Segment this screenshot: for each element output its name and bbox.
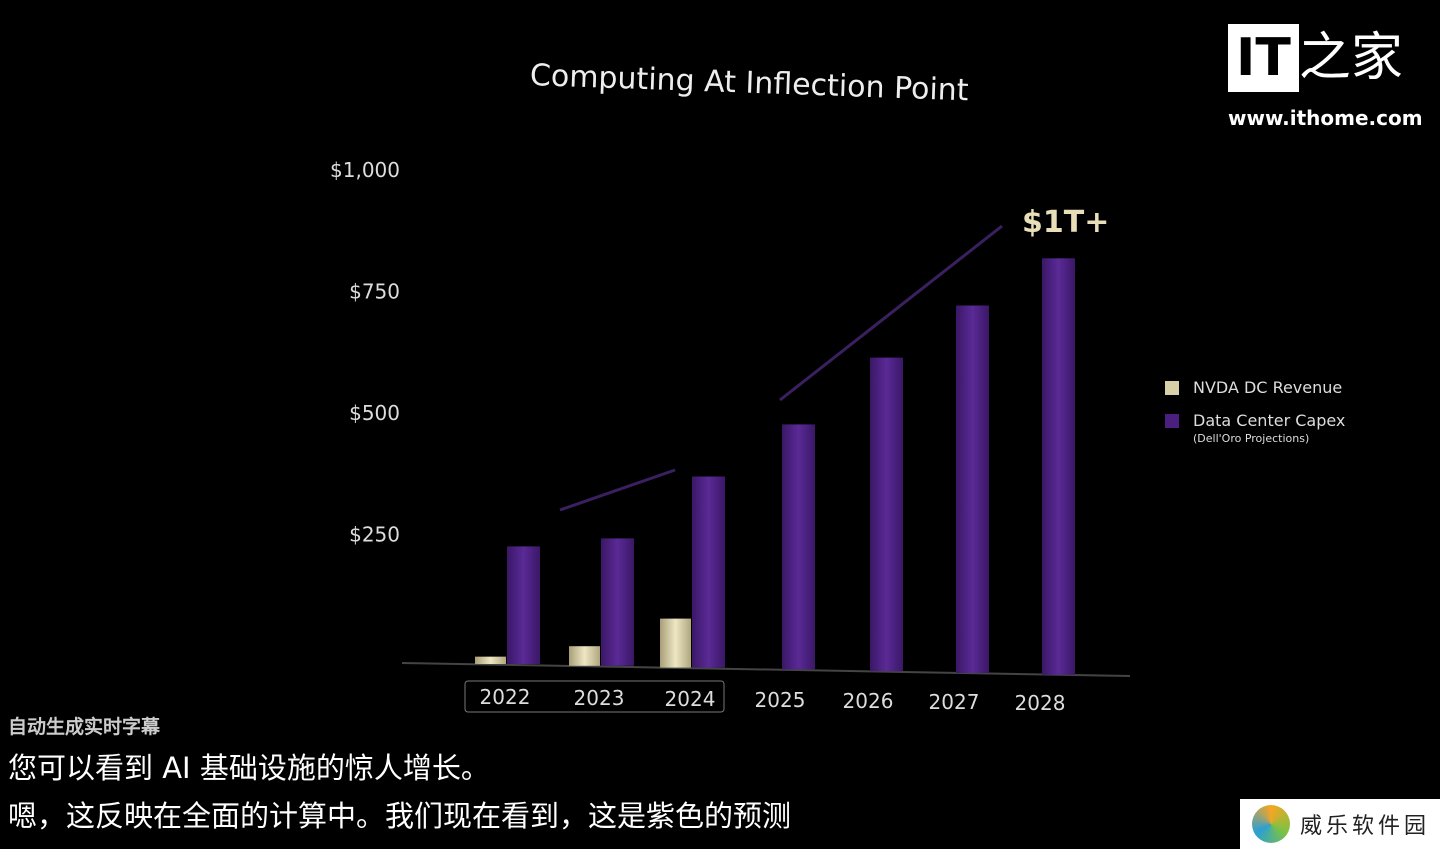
bar-capex-2025 [782,424,815,670]
legend: NVDA DC Revenue Data Center Capex (Dell'… [1165,378,1345,445]
x-tick-label: 2024 [665,687,716,711]
y-tick-label: $500 [349,401,400,425]
watermark-text: 威乐软件园 [1300,814,1431,839]
bar-revenue-2022 [475,656,506,664]
subtitle-line-1: 您可以看到 AI 基础设施的惊人增长。 [8,751,490,785]
x-tick-label: 2026 [843,689,894,713]
subtitle-label: 自动生成实时字幕 [8,716,161,738]
annotation-1t: $1T+ [1022,205,1109,240]
y-tick-label: $250 [349,523,400,547]
bar-capex-2028 [1042,258,1075,675]
legend-swatch-revenue [1165,380,1179,395]
watermark-logo: 威乐软件园 [1240,799,1440,849]
bar-capex-2023 [601,538,634,666]
x-tick-label: 2023 [574,686,625,710]
subtitles: 自动生成实时字幕 您可以看到 AI 基础设施的惊人增长。 嗯，这反映在全面的计算… [8,712,791,835]
watermark-icon [1252,805,1290,843]
bar-capex-2022 [507,546,540,664]
legend-note: (Dell'Oro Projections) [1193,432,1310,445]
x-tick-label: 2028 [1015,691,1066,715]
y-tick-label: $1,000 [330,158,400,182]
logo-it: IT [1228,24,1299,92]
ithome-logo: IT 之家 www.ithome.com [1228,24,1423,130]
bar-capex-2026 [870,357,903,672]
x-axis-baseline [401,662,1131,677]
bar-capex-2024 [692,476,725,668]
trend-arrow-small [559,468,676,512]
logo-cn: 之家 [1298,28,1403,88]
x-tick-label: 2025 [755,688,806,712]
y-tick-label: $750 [349,280,400,304]
x-tick-label: 2027 [929,690,980,714]
bar-revenue-2023 [569,646,600,666]
legend-label-revenue: NVDA DC Revenue [1193,378,1343,397]
legend-label-capex: Data Center Capex [1193,411,1346,430]
bar-capex-2027 [956,305,989,673]
bar-revenue-2024 [660,618,691,668]
x-tick-label: 2022 [480,685,531,709]
logo-url: www.ithome.com [1228,106,1423,130]
subtitle-line-2: 嗯，这反映在全面的计算中。我们现在看到，这是紫色的预测 [8,799,792,833]
actuals-highlight-box [464,680,725,713]
legend-swatch-capex [1165,413,1179,428]
trend-arrow [779,224,1003,402]
